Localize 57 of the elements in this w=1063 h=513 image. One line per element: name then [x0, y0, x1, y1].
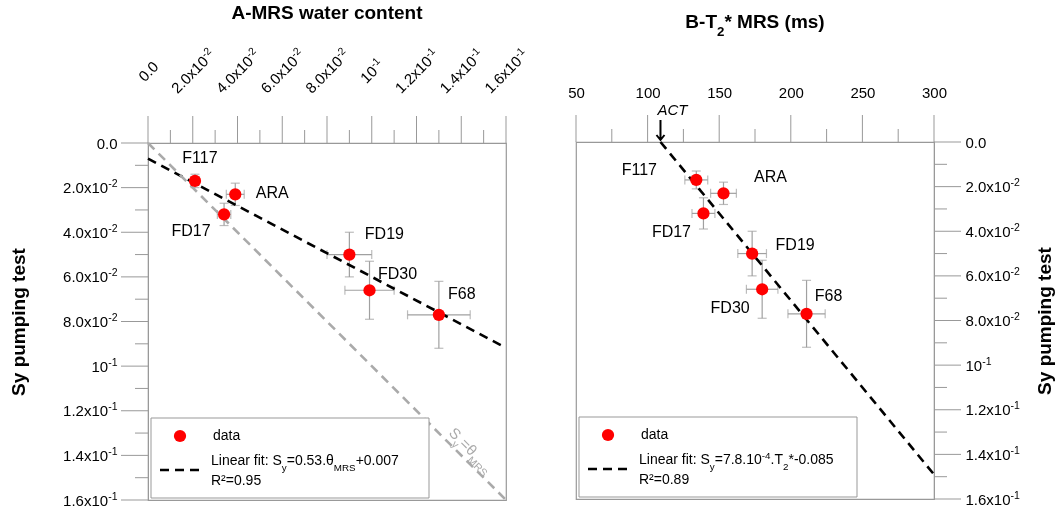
- legend-label: Linear fit: S$_{y}$=0.53.θ$_{MRS}$+0.007: [211, 452, 400, 473]
- y-tick-label: 1.4x10$^{-1}$: [965, 443, 1021, 463]
- y-tick-label: 6.0x10$^{-2}$: [965, 265, 1021, 285]
- annotation: F68: [448, 284, 476, 302]
- annotation: ARA: [255, 184, 290, 202]
- annotation: F68: [814, 286, 843, 304]
- annotation: FD30: [377, 265, 418, 283]
- point: [717, 187, 730, 200]
- y-tick-label: 4.0x10$^{-2}$: [965, 220, 1021, 240]
- x-tick-label: 100: [635, 83, 661, 101]
- x-tick-label: 150: [707, 83, 733, 101]
- y-tick-label: 6.0x10$^{-2}$: [63, 266, 118, 286]
- point: [756, 283, 769, 296]
- x-tick-label: 250: [850, 83, 876, 101]
- annotation: R²=0.89: [639, 471, 690, 487]
- point: [697, 207, 710, 220]
- legend-label: data: [641, 426, 669, 442]
- chart-title: A-MRS water content: [231, 2, 424, 24]
- y-tick-label: 1.4x10$^{-1}$: [63, 444, 118, 464]
- legend-label: Linear fit: S$_{y}$=7.8.10$^{-4}$.T$_{2}$*-0.085: [639, 449, 834, 472]
- annotation: FD17: [651, 223, 692, 241]
- annotation: R²=0.95: [211, 472, 262, 488]
- annotation: F117: [182, 148, 218, 166]
- point: [746, 247, 759, 260]
- annotation: FD19: [775, 235, 815, 253]
- annotation: ARA: [754, 168, 788, 186]
- y-tick-label: 10$^{-1}$: [965, 354, 992, 374]
- y-tick-label: 4.0x10$^{-2}$: [63, 221, 118, 241]
- annotation: F117: [621, 160, 658, 178]
- annotation: FD19: [364, 224, 405, 242]
- y-tick-label: 1.6x10$^{-1}$: [63, 489, 118, 509]
- point: [800, 307, 813, 320]
- y-tick-label: 1.2x10$^{-1}$: [965, 399, 1021, 419]
- y-tick-label: 2.0x10$^{-2}$: [63, 177, 118, 197]
- annotation: ACT: [656, 101, 690, 118]
- y-axis-title: Sy pumping test: [1033, 246, 1055, 395]
- point: [432, 308, 445, 321]
- y-tick-label: 10$^{-1}$: [91, 355, 118, 375]
- annotation: FD30: [710, 299, 750, 317]
- y-tick-label: 2.0x10$^{-2}$: [965, 176, 1021, 196]
- chart-title: B-T$_{2}$* MRS (ms): [685, 11, 825, 39]
- y-tick-label: 8.0x10$^{-2}$: [965, 310, 1021, 329]
- point: [229, 188, 242, 201]
- x-tick-label: 0.0: [134, 57, 162, 85]
- y-tick-label: 1.6x10$^{-1}$: [965, 488, 1021, 508]
- x-tick-label: 50: [568, 83, 585, 101]
- y-tick-label: 0.0: [96, 134, 118, 152]
- y-axis-title: Sy pumping test: [7, 247, 29, 396]
- y-tick-label: 0.0: [965, 133, 987, 151]
- point: [363, 284, 376, 297]
- x-tick-label: 300: [921, 83, 948, 101]
- y-tick-label: 8.0x10$^{-2}$: [63, 311, 118, 330]
- x-tick-label: 200: [778, 83, 804, 101]
- legend-label: data: [213, 427, 241, 443]
- y-tick-label: 1.2x10$^{-1}$: [63, 400, 118, 420]
- point: [343, 248, 356, 261]
- annotation: FD17: [171, 222, 211, 240]
